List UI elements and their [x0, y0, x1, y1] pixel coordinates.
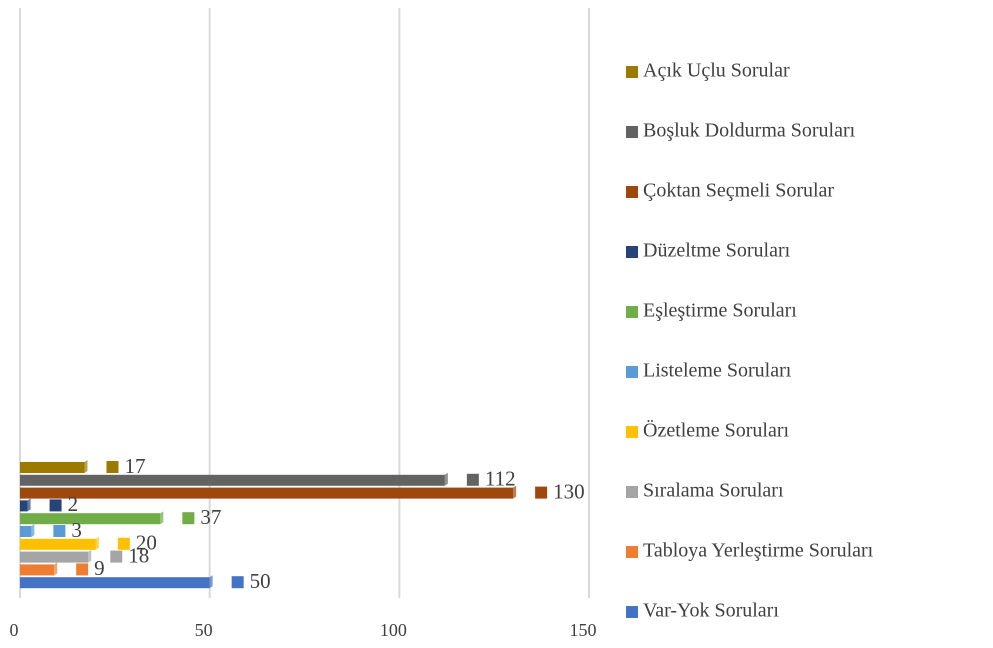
data-label-key	[110, 550, 123, 563]
legend-key	[626, 486, 638, 498]
bar	[20, 538, 96, 550]
bar	[20, 526, 32, 537]
legend-label: Tabloya Yerleştirme Soruları	[643, 540, 874, 562]
bar	[20, 513, 161, 525]
legend-key	[626, 606, 638, 618]
data-label: 2	[68, 492, 79, 516]
x-tick-label: 50	[195, 620, 213, 640]
x-tick-label: 100	[380, 620, 407, 640]
data-label-key	[53, 525, 66, 537]
bar	[20, 577, 210, 589]
legend-key	[626, 246, 638, 258]
legend-key	[626, 306, 638, 318]
data-label-key	[231, 576, 244, 589]
data-label-key	[535, 486, 548, 499]
bar	[20, 487, 514, 499]
legend-key	[626, 66, 638, 78]
data-label: 3	[71, 518, 82, 542]
bar-end-face	[95, 536, 99, 550]
data-label: 50	[250, 569, 271, 593]
bar-end-face	[31, 524, 35, 537]
bar	[20, 551, 89, 563]
legend-label: Özetleme Soruları	[643, 419, 789, 442]
legend-label: Eşleştirme Soruları	[643, 300, 797, 322]
bar	[20, 564, 55, 576]
x-tick-label: 150	[570, 620, 597, 640]
data-label: 37	[200, 505, 221, 529]
bar-end-face	[513, 485, 517, 499]
data-label: 17	[124, 454, 145, 478]
data-label: 130	[553, 479, 585, 503]
legend-label: Listeleme Soruları	[643, 360, 792, 382]
data-label-key	[49, 499, 62, 512]
x-tick-label: 0	[10, 620, 19, 640]
data-label-key	[117, 537, 130, 550]
legend-label: Açık Uçlu Sorular	[643, 60, 790, 82]
data-label-key	[76, 563, 89, 576]
bar-end-face	[88, 549, 92, 563]
legend-key	[626, 126, 638, 138]
bar-end-face	[209, 575, 213, 589]
legend-label: Boşluk Doldurma Soruları	[643, 120, 856, 142]
legend-label: Düzeltme Soruları	[643, 240, 791, 262]
data-label-key	[182, 512, 195, 525]
data-label-key	[106, 461, 119, 473]
data-label: 18	[128, 543, 149, 567]
bar-end-face	[54, 562, 58, 576]
bar	[20, 474, 445, 486]
bar	[20, 462, 85, 473]
legend-key	[626, 186, 638, 198]
bar-end-face	[160, 511, 164, 525]
legend-label: Var-Yok Soruları	[643, 600, 779, 622]
bar-end-face	[27, 498, 31, 512]
legend-key	[626, 426, 638, 438]
bar-end-face	[444, 472, 448, 486]
legend-key	[626, 366, 638, 378]
legend-label: Çoktan Seçmeli Sorular	[643, 180, 834, 202]
data-label: 20	[136, 531, 157, 555]
bar	[20, 500, 28, 512]
legend-key	[626, 546, 638, 558]
data-label: 112	[485, 467, 516, 491]
bar-end-face	[84, 460, 88, 473]
data-label-key	[466, 473, 479, 486]
legend-label: Sıralama Soruları	[643, 480, 784, 502]
data-label: 9	[94, 556, 105, 580]
